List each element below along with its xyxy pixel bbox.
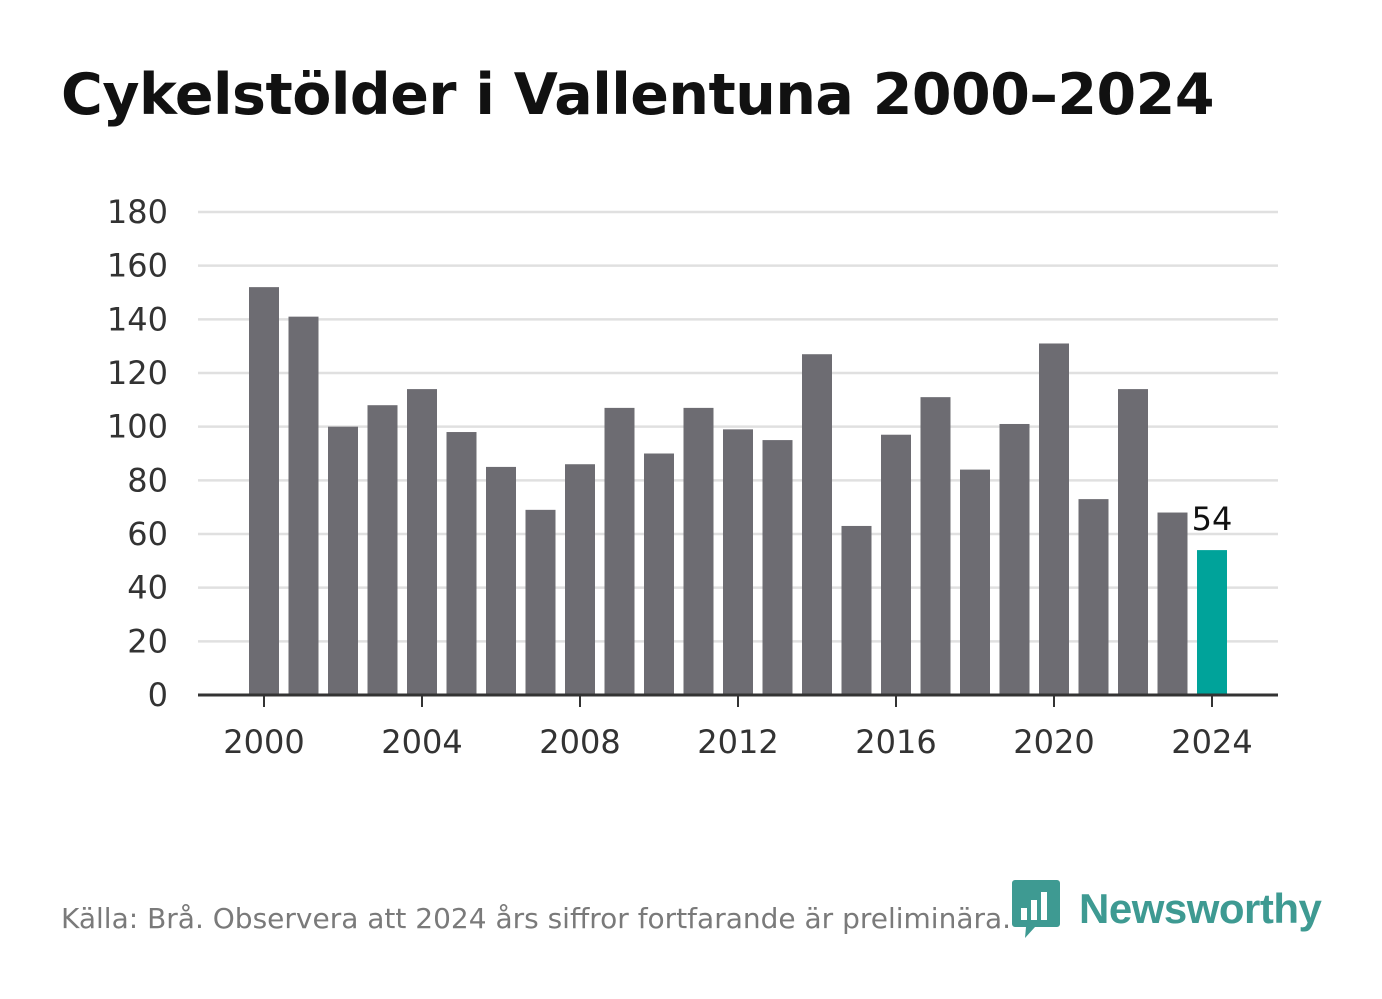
x-tick-label: 2004 [381,723,462,761]
bar [881,434,911,695]
bar [920,397,951,695]
y-tick-label: 20 [127,622,168,660]
source-note: Källa: Brå. Observera att 2024 års siffr… [61,902,1012,935]
bar [999,423,1030,695]
bar [723,429,753,695]
brand-name: Newsworthy [1079,885,1322,932]
y-tick-label: 120 [107,354,168,392]
data-labels: 54 [1192,500,1233,538]
bar [288,316,319,695]
bar [525,509,556,695]
bar [249,287,279,695]
bar [1118,389,1148,695]
bar [367,405,398,695]
bar [565,464,595,695]
x-tick-label: 2020 [1013,723,1094,761]
bar [1197,550,1227,695]
bar [407,389,437,695]
y-tick-label: 0 [148,676,168,714]
chart-title: Cykelstölder i Vallentuna 2000–2024 [61,62,1215,128]
bar [1078,499,1109,695]
y-tick-label: 80 [127,461,168,499]
x-tick-label: 2012 [697,723,778,761]
bar [1157,512,1188,695]
bar [762,440,793,695]
bar [960,469,990,695]
y-tick-label: 140 [107,300,168,338]
x-tick-label: 2000 [223,723,304,761]
newsworthy-logo-icon [1012,880,1060,938]
x-axis: 2000 2004 2008 2012 2016 2020 2024 [198,693,1278,761]
bar [802,354,832,695]
bar [644,453,674,695]
y-tick-label: 100 [107,408,168,446]
bar [1039,343,1069,695]
x-tick-label: 2024 [1171,723,1252,761]
y-tick-label: 160 [107,247,168,285]
y-tick-label: 60 [127,515,168,553]
y-tick-label: 40 [127,569,168,607]
bar [446,432,477,695]
x-tick-label: 2016 [855,723,936,761]
x-tick-label: 2008 [539,723,620,761]
data-label: 54 [1192,500,1233,538]
bar [683,407,714,695]
bar [328,426,358,695]
y-tick-label: 180 [107,193,168,231]
newsworthy-logo: Newsworthy [1011,878,1322,940]
bar [841,525,872,695]
bars [249,287,1227,695]
y-axis-ticks: 0 20 40 60 80 100 120 140 160 180 [107,193,168,714]
bar [486,466,516,695]
bar [604,407,635,695]
